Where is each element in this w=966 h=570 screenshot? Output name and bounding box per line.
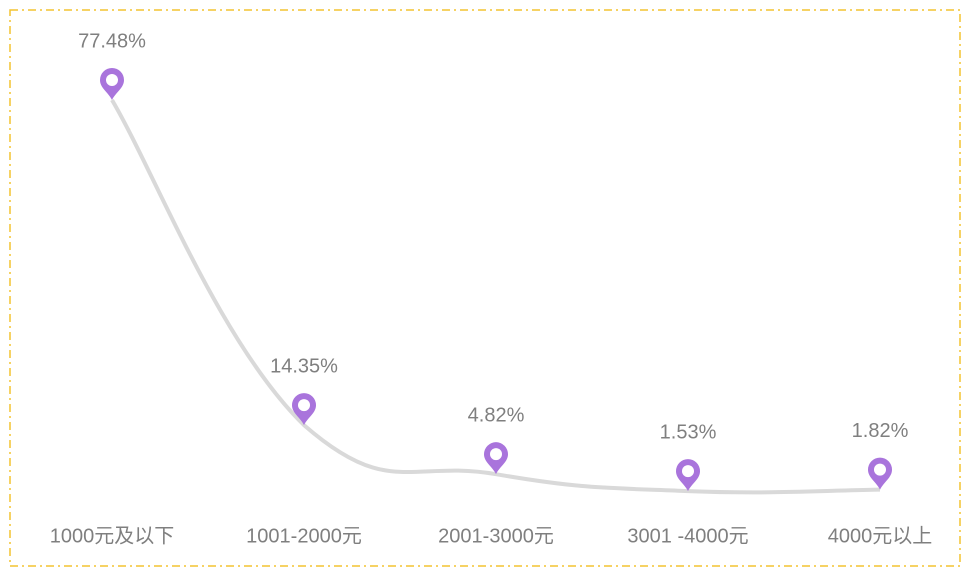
x-tick-label: 1001-2000元 [246,525,362,547]
x-tick-label: 1000元及以下 [50,525,175,547]
pin-marker [676,459,700,492]
data-label: 4.82% [468,404,525,426]
pin-marker [484,442,508,475]
data-label: 14.35% [270,355,338,377]
chart-border [9,9,961,567]
pin-marker [100,68,124,100]
x-tick-label: 2001-3000元 [438,525,554,547]
x-tick-label: 4000元以上 [828,524,933,547]
pin-hole [682,465,694,478]
pin-marker [868,457,892,490]
pin-hole [106,74,118,86]
pin-hole [874,463,886,476]
pin-marker [292,393,316,426]
data-label: 1.53% [660,421,717,443]
data-label: 1.82% [852,420,909,442]
pin-hole [490,448,502,461]
data-label: 77.48% [78,30,146,52]
series-line [110,98,881,495]
x-tick-label: 3001 -4000元 [627,525,748,547]
pin-hole [298,399,310,412]
